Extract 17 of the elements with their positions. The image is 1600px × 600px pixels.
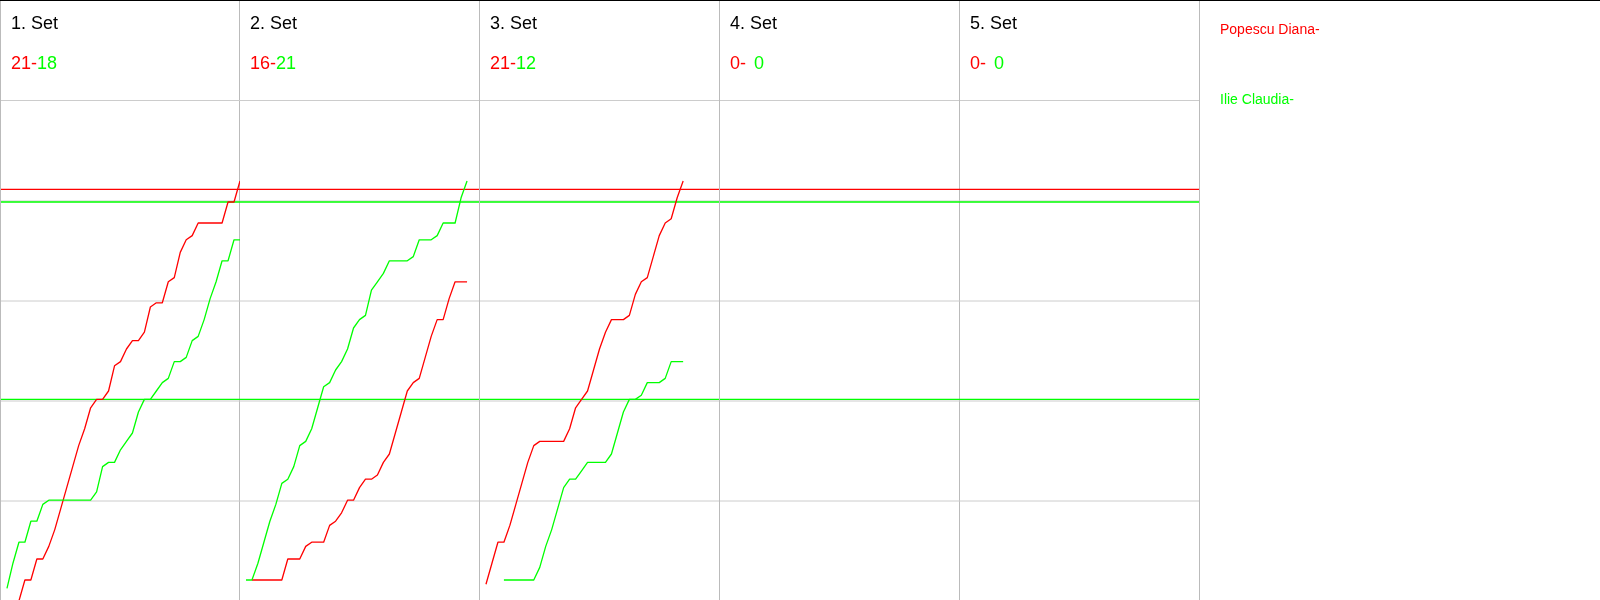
text: 16-: [250, 53, 276, 73]
text: Popescu Diana-: [1220, 21, 1320, 39]
text: 4. Set: [730, 13, 778, 34]
chart-title: 3. Set: [490, 13, 538, 34]
text: 21-: [11, 53, 37, 73]
text: 0: [994, 53, 1005, 73]
text: 0-: [730, 53, 747, 73]
text: 0: [754, 53, 765, 73]
text: 0-: [970, 53, 987, 73]
text: 5. Set: [970, 13, 1018, 34]
text: 21-: [490, 53, 516, 73]
text: 18: [37, 53, 58, 73]
text: 12: [516, 53, 537, 73]
chart-title: 2. Set: [250, 13, 298, 34]
text: Ilie Claudia-: [1220, 91, 1295, 109]
chart-title: 1. Set: [11, 13, 59, 34]
text: 21: [276, 53, 297, 73]
